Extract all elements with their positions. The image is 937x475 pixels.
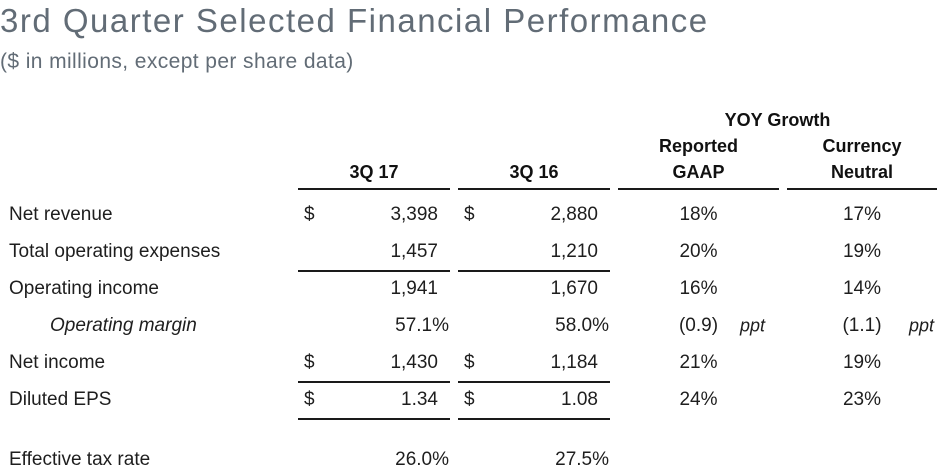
cell-yoy-neutral: 17%	[787, 196, 937, 233]
cell-yoy-gaap: 24%	[618, 381, 779, 418]
value-3q17: 1,457	[390, 240, 438, 262]
cell-3q16: $ 2,880	[458, 196, 610, 233]
row-label: Total operating expenses	[9, 240, 221, 262]
column-header-3q17: 3Q 17	[298, 133, 450, 190]
dollar-sign: $	[464, 351, 475, 373]
ppt-unit-label: ppt	[908, 315, 934, 335]
value-3q17: 1,941	[390, 277, 438, 299]
cell-3q17: 57.1%	[298, 307, 450, 344]
slide-title: 3rd Quarter Selected Financial Performan…	[0, 2, 709, 39]
cell-3q17: 26.0%	[298, 441, 450, 475]
cell-3q17: $ 1.34	[298, 381, 450, 420]
cell-3q17: 1,941	[298, 270, 450, 307]
value-yoy-gaap: 18%	[679, 203, 718, 225]
cell-yoy-neutral: 19%	[787, 233, 937, 270]
row-label: Diluted EPS	[9, 388, 112, 410]
value-yoy-neutral: 19%	[842, 351, 882, 373]
column-header-label: 3Q 16	[509, 162, 559, 182]
column-header-label-line2: GAAP	[672, 162, 725, 182]
cell-3q16: 1,210	[458, 233, 610, 272]
slide-subtitle: ($ in millions, except per share data)	[0, 50, 354, 73]
cell-yoy-gaap: 21%	[618, 344, 779, 381]
cell-yoy-gaap: (0.9) ppt	[618, 307, 779, 344]
ppt-unit-label: ppt	[739, 315, 765, 335]
value-yoy-gaap: 24%	[679, 388, 718, 410]
table-row-operating-margin: Operating margin 57.1% 58.0% (0.9) ppt (…	[0, 307, 937, 344]
table-header-row: 3Q 17 3Q 16 Reported GAAP Currency Neutr…	[0, 133, 937, 190]
row-label: Effective tax rate	[9, 448, 151, 470]
table-body: Net revenue $ 3,398 $ 2,880 18% 17% To	[0, 196, 937, 475]
value-3q17: 1,430	[390, 351, 438, 373]
cell-yoy-gaap: 20%	[618, 233, 779, 270]
row-label: Net revenue	[9, 203, 113, 225]
value-3q16: 1,670	[550, 277, 598, 299]
cell-yoy-gaap: 16%	[618, 270, 779, 307]
value-yoy-neutral: 19%	[842, 240, 882, 262]
dollar-sign: $	[464, 388, 475, 410]
row-label: Operating margin	[50, 314, 197, 336]
cell-3q16: 58.0%	[458, 307, 610, 344]
cell-yoy-neutral: 23%	[787, 381, 937, 418]
table-row-net-income: Net income $ 1,430 $ 1,184 21% 19%	[0, 344, 937, 383]
table-row-diluted-eps: Diluted EPS $ 1.34 $ 1.08 24% 23%	[0, 381, 937, 420]
cell-yoy-neutral	[787, 441, 937, 475]
dollar-sign: $	[304, 351, 315, 373]
column-header-label-line2: Neutral	[830, 162, 893, 182]
financial-table: YOY Growth 3Q 17 3Q 16 Reported GAAP Cur…	[0, 107, 937, 475]
column-header-3q16: 3Q 16	[458, 133, 610, 190]
row-label: Net income	[9, 351, 106, 373]
cell-yoy-neutral: 19%	[787, 344, 937, 381]
value-3q16: 27.5%	[555, 448, 609, 470]
column-header-label-line1: Currency	[822, 136, 902, 156]
table-row-net-revenue: Net revenue $ 3,398 $ 2,880 18% 17%	[0, 196, 937, 233]
value-3q16: 1,184	[550, 351, 598, 373]
value-yoy-gaap: 16%	[679, 277, 718, 299]
column-header-reported-gaap: Reported GAAP	[618, 133, 779, 190]
table-row-total-operating-expenses: Total operating expenses 1,457 1,210 20%…	[0, 233, 937, 272]
value-yoy-neutral: 14%	[842, 277, 882, 299]
row-label: Operating income	[9, 277, 159, 299]
table-row-effective-tax-rate: Effective tax rate 26.0% 27.5%	[0, 441, 937, 475]
value-3q16: 2,880	[550, 203, 598, 225]
cell-yoy-neutral: (1.1) ppt	[787, 307, 937, 344]
yoy-growth-group-header: YOY Growth	[724, 109, 831, 130]
cell-3q17: $ 3,398	[298, 196, 450, 233]
cell-3q17: $ 1,430	[298, 344, 450, 383]
cell-yoy-neutral: 14%	[787, 270, 937, 307]
cell-3q17: 1,457	[298, 233, 450, 272]
value-3q16: 1.08	[561, 388, 598, 410]
column-header-currency-neutral: Currency Neutral	[787, 133, 937, 190]
value-3q16: 58.0%	[555, 314, 609, 336]
value-3q16: 1,210	[550, 240, 598, 262]
value-yoy-gaap: (0.9)	[678, 314, 719, 336]
value-3q17: 3,398	[390, 203, 438, 225]
value-yoy-gaap: 20%	[679, 240, 718, 262]
value-yoy-neutral: 17%	[842, 203, 882, 225]
dollar-sign: $	[304, 388, 315, 410]
cell-yoy-gaap	[618, 441, 779, 475]
cell-3q16: 1,670	[458, 270, 610, 307]
dollar-sign: $	[464, 203, 475, 225]
table-row-operating-income: Operating income 1,941 1,670 16% 14%	[0, 270, 937, 307]
value-3q17: 1.34	[401, 388, 438, 410]
cell-yoy-gaap: 18%	[618, 196, 779, 233]
cell-3q16: $ 1,184	[458, 344, 610, 383]
cell-3q16: 27.5%	[458, 441, 610, 475]
value-3q17: 57.1%	[395, 314, 449, 336]
value-yoy-gaap: 21%	[679, 351, 718, 373]
table-header-group-row: YOY Growth	[0, 107, 937, 133]
value-yoy-neutral: 23%	[842, 388, 882, 410]
value-3q17: 26.0%	[395, 448, 449, 470]
dollar-sign: $	[304, 203, 315, 225]
column-header-label: 3Q 17	[349, 162, 399, 182]
value-yoy-neutral: (1.1)	[842, 314, 882, 336]
column-header-label-line1: Reported	[658, 136, 738, 156]
cell-3q16: $ 1.08	[458, 381, 610, 420]
